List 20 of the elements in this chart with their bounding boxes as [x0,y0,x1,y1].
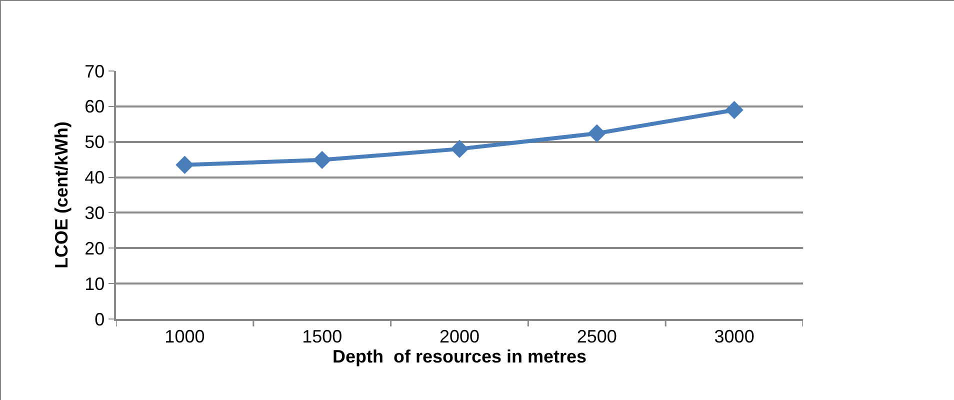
y-tick-label: 60 [84,96,105,117]
x-tick-label: 1000 [164,326,205,346]
x-tick-label: 2000 [439,326,480,346]
x-tick-label: 3000 [714,326,754,346]
y-tick-label: 50 [84,132,105,152]
point [176,156,194,174]
point [450,140,469,158]
x-tick-label: 1500 [302,326,342,346]
y-tick-label: 30 [84,203,105,224]
y-axis-title: LCOE (cent/kWh) [51,121,72,268]
y-tick-label: 70 [84,61,105,82]
y-tick-label: 20 [84,238,105,258]
point [725,100,744,120]
x-tick-label: 2500 [576,326,617,346]
x-axis-title: Depth of resources in metres [332,346,587,366]
y-tick-label: 0 [94,309,105,330]
point [588,124,606,142]
y-tick-label: 40 [84,168,105,188]
y-tick-label: 10 [84,274,105,294]
point [313,150,332,170]
